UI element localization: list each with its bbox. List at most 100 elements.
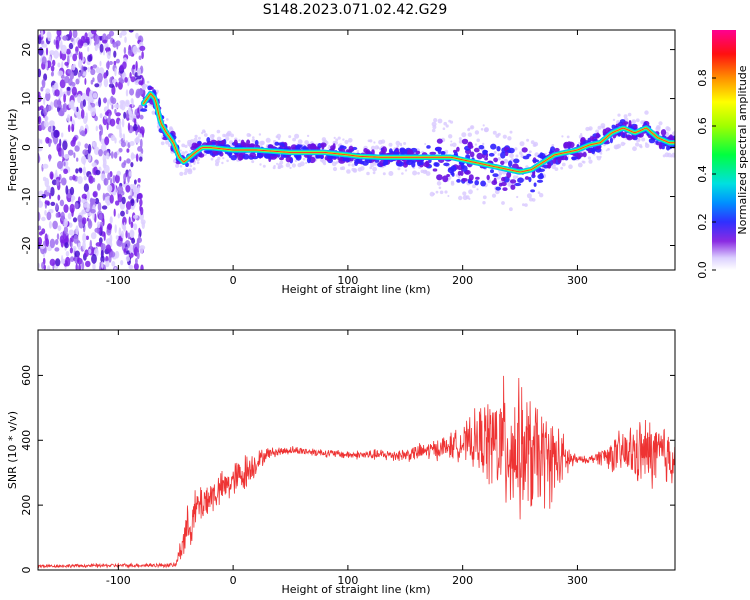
ridge-halo <box>662 154 666 158</box>
noise-blob <box>69 176 73 181</box>
noise-blob <box>85 36 90 43</box>
ridge-halo <box>595 129 599 134</box>
ridge-band <box>501 176 506 182</box>
ridge-halo <box>672 131 675 136</box>
ridge-halo <box>184 168 189 173</box>
noise-blob <box>115 112 121 117</box>
ridge-halo <box>373 141 376 144</box>
ridge-halo <box>551 144 555 147</box>
noise-blob <box>63 161 66 167</box>
ridge-halo <box>417 171 420 175</box>
ridge-band <box>436 174 443 181</box>
noise-blob <box>81 209 86 215</box>
ridge-band <box>550 146 556 153</box>
noise-blob <box>87 104 92 111</box>
noise-blob <box>111 104 114 110</box>
noise-blob <box>54 239 59 245</box>
noise-blob <box>92 77 95 82</box>
ridge-band <box>530 189 535 193</box>
noise-blob <box>42 257 46 265</box>
noise-blob <box>118 120 122 127</box>
noise-blob <box>104 136 110 146</box>
ridge-band <box>453 151 458 157</box>
noise-blob <box>102 218 105 226</box>
noise-blob <box>125 185 131 193</box>
noise-blob <box>104 47 111 52</box>
noise-blob <box>135 153 139 162</box>
noise-blob <box>119 100 126 105</box>
noise-blob <box>98 213 103 221</box>
noise-blob <box>52 220 58 230</box>
noise-blob <box>55 179 60 187</box>
noise-blob <box>67 124 71 133</box>
ridge-halo <box>607 147 610 151</box>
noise-blob <box>80 130 86 137</box>
noise-blob <box>133 214 138 219</box>
ridge-halo <box>665 126 670 131</box>
noise-blob <box>89 239 93 250</box>
noise-blob <box>116 170 122 176</box>
ridge-halo <box>528 150 532 154</box>
noise-blob <box>130 204 135 210</box>
noise-blob <box>88 175 94 184</box>
noise-blob <box>82 71 87 77</box>
ridge-halo <box>305 162 308 164</box>
noise-blob <box>114 266 117 270</box>
noise-blob <box>75 263 78 270</box>
ridge-band <box>566 141 572 148</box>
noise-blob <box>46 104 52 112</box>
noise-blob <box>109 251 116 258</box>
noise-blob <box>53 129 60 138</box>
ridge-halo <box>484 127 489 133</box>
noise-blob <box>70 241 73 248</box>
ridge-band <box>557 156 562 164</box>
ridge-halo <box>297 139 303 145</box>
noise-blob <box>107 172 111 181</box>
noise-blob <box>69 81 76 87</box>
ridge-halo <box>259 140 264 146</box>
ridge-band <box>198 153 205 158</box>
noise-blob <box>41 78 46 89</box>
noise-blob <box>102 192 106 201</box>
noise-blob <box>54 247 60 252</box>
noise-blob <box>38 196 41 204</box>
ridge-halo <box>601 125 605 129</box>
noise-blob <box>138 80 144 86</box>
noise-blob <box>108 83 115 88</box>
ridge-halo <box>514 147 518 151</box>
noise-blob <box>93 141 97 149</box>
noise-blob <box>38 36 42 45</box>
snr-xlabel: Height of straight line (km) <box>281 583 430 596</box>
ridge-band <box>480 180 486 187</box>
ridge-halo <box>539 193 544 198</box>
noise-blob <box>38 138 41 144</box>
ridge-halo <box>424 143 427 145</box>
ridge-halo <box>615 144 620 149</box>
ridge-halo <box>631 119 637 124</box>
noise-blob <box>128 264 134 270</box>
ridge-halo <box>378 139 383 145</box>
noise-blob <box>112 175 116 184</box>
ridge-halo <box>432 192 435 196</box>
noise-blob <box>81 198 87 204</box>
noise-blob <box>90 30 97 35</box>
colorbar-tick-label: 0.2 <box>696 213 709 231</box>
ridge-halo <box>165 140 170 145</box>
noise-blob <box>104 115 107 120</box>
noise-blob <box>70 37 74 42</box>
ridge-halo <box>167 143 172 147</box>
noise-blob <box>71 86 77 96</box>
noise-blob <box>108 61 113 65</box>
noise-blob <box>38 262 41 269</box>
noise-blob <box>43 120 49 128</box>
noise-blob <box>82 233 87 243</box>
ridge-halo <box>252 136 255 139</box>
noise-blob <box>56 143 61 153</box>
noise-blob <box>132 64 136 70</box>
ridge-halo <box>580 133 583 136</box>
noise-blob <box>43 107 48 116</box>
noise-blob <box>94 227 100 233</box>
noise-blob <box>137 185 140 194</box>
colorbar-ticks: 0.0 0.2 0.4 0.6 0.8 <box>696 69 716 279</box>
ridge-halo <box>468 189 473 195</box>
